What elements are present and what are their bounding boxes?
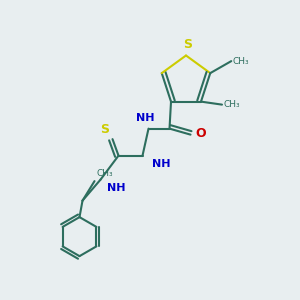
Text: CH₃: CH₃ bbox=[224, 100, 240, 109]
Text: NH: NH bbox=[152, 159, 170, 169]
Text: S: S bbox=[183, 38, 192, 51]
Text: CH₃: CH₃ bbox=[233, 57, 249, 66]
Text: NH: NH bbox=[106, 183, 125, 193]
Text: O: O bbox=[195, 127, 206, 140]
Text: S: S bbox=[100, 123, 109, 136]
Text: CH₃: CH₃ bbox=[96, 169, 112, 178]
Text: NH: NH bbox=[136, 113, 155, 123]
